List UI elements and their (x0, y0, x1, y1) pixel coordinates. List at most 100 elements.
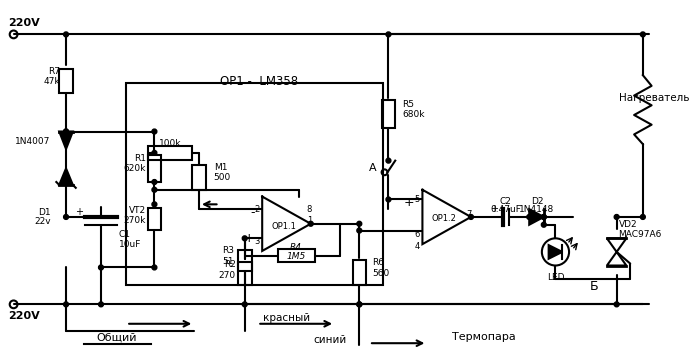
Bar (238, 250, 251, 271)
Circle shape (468, 214, 473, 219)
Text: MAC97A6: MAC97A6 (619, 230, 662, 239)
Text: 10uF: 10uF (118, 240, 141, 249)
Text: -: - (410, 225, 414, 238)
Text: красный: красный (263, 313, 310, 323)
Text: 1N4148: 1N4148 (519, 205, 554, 214)
Circle shape (527, 214, 532, 219)
Circle shape (152, 265, 157, 270)
Text: OP1.1: OP1.1 (271, 222, 296, 231)
Bar (278, 249, 314, 262)
Bar (148, 208, 161, 230)
Text: C1: C1 (118, 230, 130, 239)
Circle shape (152, 129, 157, 134)
Text: 1: 1 (307, 216, 312, 225)
Text: синий: синий (314, 335, 346, 345)
Bar (353, 260, 366, 285)
Text: R2: R2 (224, 260, 236, 269)
Text: 7: 7 (466, 210, 472, 218)
Text: Б: Б (590, 280, 598, 293)
Circle shape (640, 32, 645, 37)
Text: 51: 51 (223, 257, 234, 266)
Text: R3: R3 (222, 246, 234, 256)
Text: 500: 500 (214, 173, 231, 182)
Text: LED: LED (547, 273, 564, 282)
Text: 560: 560 (372, 269, 389, 278)
Text: 3: 3 (254, 237, 259, 246)
Circle shape (386, 32, 391, 37)
Bar (193, 165, 206, 190)
Circle shape (357, 221, 362, 226)
Text: 100k: 100k (159, 139, 181, 148)
Circle shape (152, 187, 157, 192)
Bar (238, 262, 251, 285)
Polygon shape (60, 169, 73, 185)
Text: -: - (250, 206, 254, 219)
Text: 270k: 270k (123, 216, 146, 225)
Text: M1: M1 (214, 163, 227, 172)
Text: A: A (369, 163, 377, 173)
Circle shape (614, 302, 619, 307)
Text: 6: 6 (414, 230, 419, 239)
Circle shape (386, 158, 391, 163)
Text: 620k: 620k (123, 164, 146, 173)
Text: VD2: VD2 (619, 220, 637, 229)
Circle shape (640, 214, 645, 219)
Circle shape (357, 302, 362, 307)
Circle shape (357, 302, 362, 307)
Bar (60, 70, 73, 93)
Text: 220V: 220V (8, 311, 39, 321)
Text: D2: D2 (531, 197, 543, 206)
Text: Нагреватель: Нагреватель (619, 92, 689, 103)
Text: C2: C2 (500, 197, 512, 206)
Text: Термопара: Термопара (452, 332, 515, 343)
Circle shape (386, 197, 391, 202)
Polygon shape (549, 245, 562, 259)
Text: R4: R4 (290, 242, 302, 252)
Circle shape (64, 32, 69, 37)
Text: 4: 4 (414, 242, 419, 250)
Circle shape (64, 129, 69, 134)
Text: R5: R5 (402, 100, 414, 109)
Circle shape (152, 179, 157, 185)
Circle shape (541, 214, 546, 219)
Bar (148, 146, 192, 160)
Text: OP1 -  LM358: OP1 - LM358 (220, 75, 298, 87)
Circle shape (541, 222, 546, 227)
Polygon shape (60, 131, 73, 149)
Text: 1N4007: 1N4007 (15, 137, 50, 146)
Text: 1M5: 1M5 (286, 252, 306, 261)
Text: 47k: 47k (43, 76, 60, 86)
Circle shape (99, 302, 104, 307)
Circle shape (242, 236, 247, 241)
Text: OP1.2: OP1.2 (431, 214, 456, 223)
Circle shape (152, 150, 157, 155)
Text: R1: R1 (134, 154, 146, 163)
Text: 680k: 680k (402, 111, 424, 119)
Text: Общий: Общий (97, 332, 136, 343)
Circle shape (541, 214, 546, 219)
Text: R6: R6 (372, 258, 384, 267)
Text: VT2: VT2 (129, 206, 146, 215)
Bar (126, 83, 383, 285)
Circle shape (614, 214, 619, 219)
Circle shape (152, 202, 157, 207)
Circle shape (64, 302, 69, 307)
Text: 22v: 22v (34, 217, 50, 226)
Text: 8: 8 (307, 205, 312, 214)
Circle shape (242, 302, 247, 307)
Polygon shape (529, 209, 544, 225)
Text: 5: 5 (414, 195, 419, 204)
Circle shape (308, 221, 313, 226)
Text: D1: D1 (38, 207, 50, 217)
Text: 270: 270 (219, 271, 236, 280)
Circle shape (357, 228, 362, 233)
Text: +: + (404, 196, 414, 209)
Text: 2: 2 (254, 205, 259, 214)
Text: +: + (490, 204, 498, 214)
Bar (382, 100, 395, 128)
Text: R7: R7 (48, 67, 60, 76)
Text: 220V: 220V (8, 18, 39, 28)
Text: +: + (244, 232, 254, 245)
Circle shape (99, 265, 104, 270)
Bar (148, 155, 161, 182)
